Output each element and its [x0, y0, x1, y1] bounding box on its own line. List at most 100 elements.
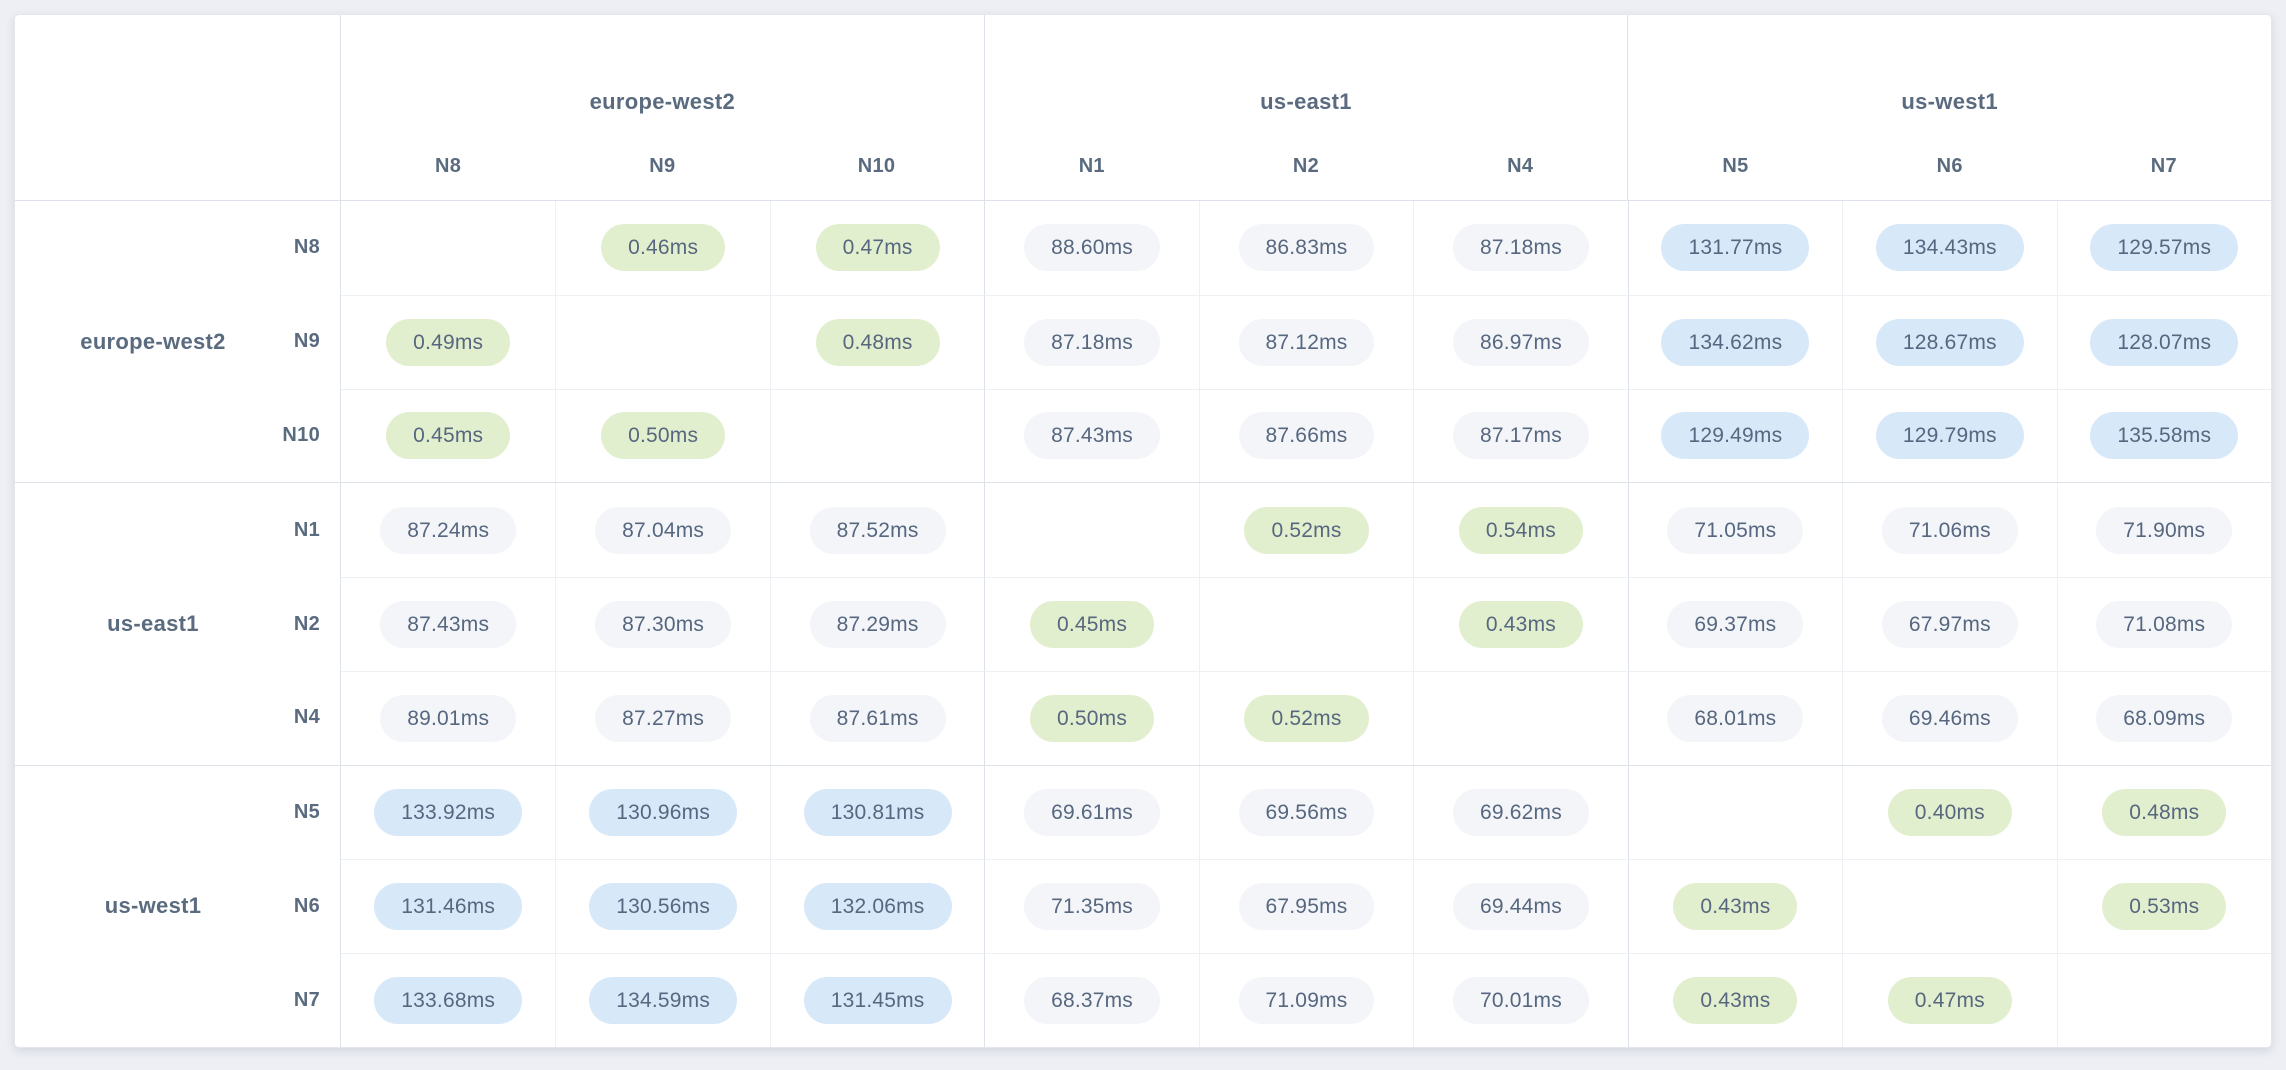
latency-value-N1-N9[interactable]: 87.04ms	[595, 506, 732, 554]
latency-value-N7-N8[interactable]: 133.68ms	[374, 977, 523, 1025]
latency-value-N2-N6[interactable]: 67.97ms	[1881, 600, 2018, 648]
latency-cell-N5-N1[interactable]: 69.61ms	[984, 765, 1198, 860]
latency-value-N8-N1[interactable]: 88.60ms	[1024, 224, 1161, 272]
latency-cell-N2-N10[interactable]: 87.29ms	[769, 577, 985, 671]
latency-cell-N6-N2[interactable]: 67.95ms	[1198, 859, 1414, 954]
latency-cell-N4-N9[interactable]: 87.27ms	[555, 670, 770, 765]
latency-cell-N9-N4[interactable]: 86.97ms	[1413, 294, 1628, 389]
latency-cell-N4-N7[interactable]: 68.09ms	[2056, 670, 2271, 765]
latency-cell-N1-N9[interactable]: 87.04ms	[555, 483, 769, 578]
latency-cell-N9-N6[interactable]: 128.67ms	[1842, 294, 2057, 389]
latency-value-N6-N7[interactable]: 0.53ms	[2102, 883, 2227, 931]
latency-value-N2-N8[interactable]: 87.43ms	[380, 600, 517, 648]
latency-value-N5-N1[interactable]: 69.61ms	[1024, 789, 1161, 837]
latency-value-N9-N2[interactable]: 87.12ms	[1238, 318, 1375, 366]
latency-value-N5-N7[interactable]: 0.48ms	[2102, 789, 2227, 837]
latency-value-N4-N10[interactable]: 87.61ms	[809, 694, 946, 742]
latency-cell-N4-N6[interactable]: 69.46ms	[1842, 670, 2057, 765]
latency-cell-N9-N7[interactable]: 128.07ms	[2056, 294, 2271, 389]
latency-value-N7-N6[interactable]: 0.47ms	[1887, 977, 2012, 1025]
latency-value-N7-N1[interactable]: 68.37ms	[1024, 977, 1161, 1025]
latency-cell-N6-N1[interactable]: 71.35ms	[984, 859, 1199, 954]
latency-value-N5-N8[interactable]: 133.92ms	[374, 789, 523, 837]
latency-value-N8-N2[interactable]: 86.83ms	[1238, 224, 1375, 272]
latency-value-N8-N9[interactable]: 0.46ms	[601, 224, 726, 272]
latency-value-N10-N5[interactable]: 129.49ms	[1661, 412, 1810, 460]
latency-cell-N10-N7[interactable]: 135.58ms	[2056, 388, 2271, 483]
latency-cell-N7-N1[interactable]: 68.37ms	[984, 953, 1199, 1047]
latency-value-N1-N10[interactable]: 87.52ms	[809, 506, 946, 554]
latency-cell-N5-N8[interactable]: 133.92ms	[341, 766, 555, 860]
latency-value-N9-N10[interactable]: 0.48ms	[815, 318, 940, 366]
latency-value-N5-N4[interactable]: 69.62ms	[1452, 789, 1589, 837]
latency-cell-N7-N4[interactable]: 70.01ms	[1413, 953, 1628, 1047]
latency-value-N9-N6[interactable]: 128.67ms	[1875, 318, 2024, 366]
latency-value-N5-N6[interactable]: 0.40ms	[1887, 789, 2012, 837]
latency-value-N10-N2[interactable]: 87.66ms	[1238, 412, 1375, 460]
latency-cell-N5-N7[interactable]: 0.48ms	[2056, 765, 2271, 860]
latency-cell-N6-N5[interactable]: 0.43ms	[1627, 859, 1843, 954]
latency-value-N9-N5[interactable]: 134.62ms	[1661, 318, 1810, 366]
latency-cell-N7-N2[interactable]: 71.09ms	[1198, 953, 1414, 1047]
latency-value-N4-N6[interactable]: 69.46ms	[1881, 694, 2018, 742]
latency-cell-N1-N2[interactable]: 0.52ms	[1198, 483, 1413, 578]
latency-cell-N10-N1[interactable]: 87.43ms	[984, 388, 1199, 483]
latency-cell-N8-N6[interactable]: 134.43ms	[1842, 201, 2056, 295]
latency-value-N10-N1[interactable]: 87.43ms	[1024, 412, 1161, 460]
latency-cell-N4-N10[interactable]: 87.61ms	[769, 670, 985, 765]
latency-value-N4-N9[interactable]: 87.27ms	[595, 694, 732, 742]
latency-cell-N10-N4[interactable]: 87.17ms	[1413, 388, 1628, 483]
latency-cell-N7-N8[interactable]: 133.68ms	[341, 953, 556, 1047]
latency-cell-N2-N1[interactable]: 0.45ms	[984, 577, 1199, 671]
latency-value-N9-N1[interactable]: 87.18ms	[1024, 318, 1161, 366]
latency-cell-N5-N6[interactable]: 0.40ms	[1842, 765, 2056, 860]
latency-cell-N1-N4[interactable]: 0.54ms	[1413, 483, 1627, 578]
latency-cell-N6-N8[interactable]: 131.46ms	[341, 859, 556, 953]
latency-cell-N9-N2[interactable]: 87.12ms	[1198, 294, 1414, 389]
latency-cell-N10-N5[interactable]: 129.49ms	[1627, 388, 1843, 483]
latency-cell-N8-N7[interactable]: 129.57ms	[2056, 201, 2271, 295]
latency-value-N2-N9[interactable]: 87.30ms	[595, 600, 732, 648]
latency-value-N6-N2[interactable]: 67.95ms	[1238, 883, 1375, 931]
latency-value-N6-N10[interactable]: 132.06ms	[803, 883, 952, 931]
latency-value-N8-N10[interactable]: 0.47ms	[815, 224, 940, 272]
latency-cell-N4-N8[interactable]: 89.01ms	[341, 670, 556, 765]
latency-value-N5-N2[interactable]: 69.56ms	[1238, 789, 1375, 837]
latency-value-N7-N2[interactable]: 71.09ms	[1238, 977, 1375, 1025]
latency-value-N6-N5[interactable]: 0.43ms	[1673, 883, 1798, 931]
latency-value-N2-N5[interactable]: 69.37ms	[1667, 600, 1804, 648]
latency-value-N5-N10[interactable]: 130.81ms	[803, 789, 952, 837]
latency-cell-N1-N6[interactable]: 71.06ms	[1842, 483, 2056, 578]
latency-cell-N6-N7[interactable]: 0.53ms	[2056, 859, 2271, 954]
latency-value-N10-N7[interactable]: 135.58ms	[2090, 412, 2239, 460]
latency-value-N9-N4[interactable]: 86.97ms	[1452, 318, 1589, 366]
latency-value-N4-N8[interactable]: 89.01ms	[380, 694, 517, 742]
latency-value-N2-N10[interactable]: 87.29ms	[809, 600, 946, 648]
latency-cell-N9-N10[interactable]: 0.48ms	[769, 294, 985, 389]
latency-value-N8-N6[interactable]: 134.43ms	[1875, 224, 2024, 272]
latency-cell-N9-N1[interactable]: 87.18ms	[984, 294, 1199, 389]
latency-cell-N8-N1[interactable]: 88.60ms	[984, 201, 1198, 295]
latency-cell-N9-N5[interactable]: 134.62ms	[1627, 294, 1843, 389]
latency-value-N1-N4[interactable]: 0.54ms	[1458, 506, 1583, 554]
latency-value-N2-N1[interactable]: 0.45ms	[1030, 600, 1155, 648]
latency-value-N8-N7[interactable]: 129.57ms	[2090, 224, 2239, 272]
latency-cell-N2-N8[interactable]: 87.43ms	[341, 577, 556, 671]
latency-cell-N5-N10[interactable]: 130.81ms	[769, 765, 984, 860]
latency-cell-N6-N10[interactable]: 132.06ms	[769, 859, 985, 954]
latency-value-N2-N7[interactable]: 71.08ms	[2096, 600, 2233, 648]
latency-cell-N1-N10[interactable]: 87.52ms	[769, 483, 984, 578]
latency-cell-N9-N8[interactable]: 0.49ms	[341, 294, 556, 389]
latency-cell-N7-N9[interactable]: 134.59ms	[555, 953, 770, 1047]
latency-value-N6-N9[interactable]: 130.56ms	[589, 883, 738, 931]
latency-value-N5-N9[interactable]: 130.96ms	[589, 789, 738, 837]
latency-value-N2-N4[interactable]: 0.43ms	[1458, 600, 1583, 648]
latency-value-N7-N10[interactable]: 131.45ms	[803, 977, 952, 1025]
latency-value-N6-N8[interactable]: 131.46ms	[374, 883, 523, 931]
latency-cell-N8-N10[interactable]: 0.47ms	[769, 201, 984, 295]
latency-cell-N6-N4[interactable]: 69.44ms	[1413, 859, 1628, 954]
latency-cell-N2-N9[interactable]: 87.30ms	[555, 577, 770, 671]
latency-value-N6-N4[interactable]: 69.44ms	[1452, 883, 1589, 931]
latency-value-N10-N9[interactable]: 0.50ms	[601, 412, 726, 460]
latency-cell-N1-N8[interactable]: 87.24ms	[341, 483, 555, 577]
